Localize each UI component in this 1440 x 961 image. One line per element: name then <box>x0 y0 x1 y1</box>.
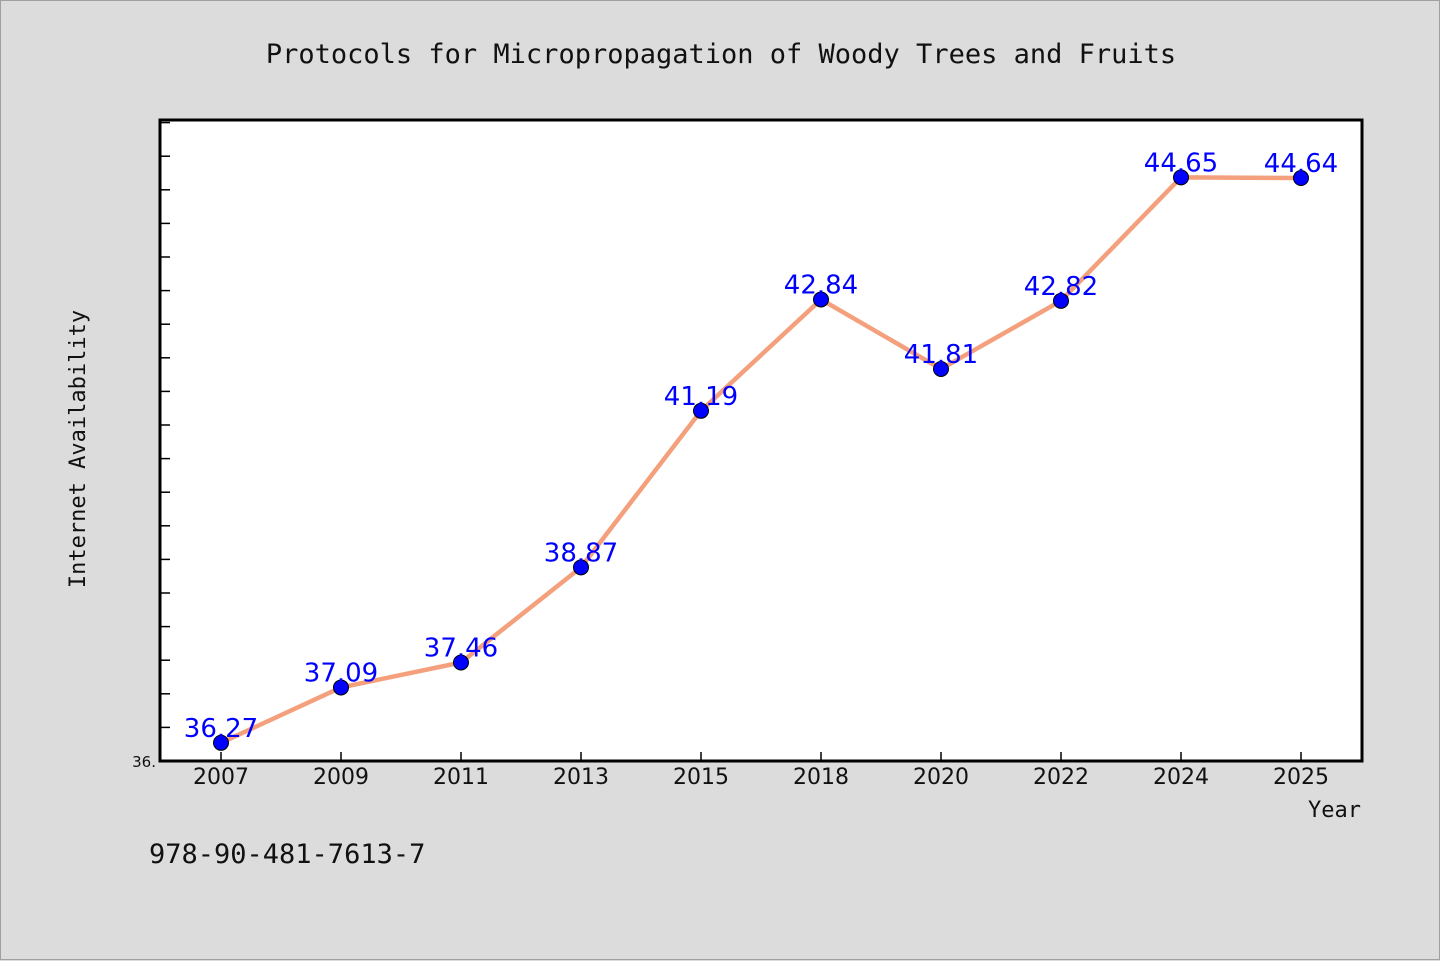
data-label: 44.64 <box>1264 149 1338 179</box>
x-tick-label: 2020 <box>913 765 969 790</box>
data-point <box>933 360 949 377</box>
x-tick-label: 2024 <box>1153 765 1209 790</box>
data-point <box>213 734 229 751</box>
x-tick-label: 2011 <box>433 765 489 790</box>
x-axis-label: Year <box>1308 798 1361 823</box>
data-label: 37.09 <box>304 658 378 688</box>
x-tick-label: 2013 <box>553 765 609 790</box>
data-point <box>333 679 349 696</box>
data-point <box>1293 170 1309 187</box>
series-line <box>218 175 1304 746</box>
data-label: 41.81 <box>904 340 978 370</box>
data-label: 41.19 <box>664 382 738 412</box>
x-axis-ticks: 2007 2009 2011 2013 2015 2018 2020 2022 2024 2025 <box>193 752 1329 790</box>
data-point <box>1173 169 1189 186</box>
data-label: 44.65 <box>1144 148 1218 178</box>
x-tick-label: 2007 <box>193 765 249 790</box>
data-point <box>693 402 709 419</box>
y-tick-label: 36. <box>132 753 156 771</box>
data-label: 37.46 <box>424 633 498 663</box>
chart-title: Protocols for Micropropagation of Woody … <box>266 39 1176 70</box>
data-label: 42.84 <box>784 270 858 300</box>
data-point <box>813 291 829 308</box>
x-tick-label: 2022 <box>1033 765 1089 790</box>
data-point <box>1053 292 1069 309</box>
data-label: 38.87 <box>544 538 618 568</box>
isbn-footer: 978-90-481-7613-7 <box>149 839 425 870</box>
y-axis-label: Internet Availability <box>66 310 91 588</box>
data-point <box>573 559 589 576</box>
data-label: 42.82 <box>1024 272 1098 302</box>
data-point <box>453 654 469 671</box>
plot-area <box>158 118 1364 763</box>
x-tick-label: 2025 <box>1273 765 1329 790</box>
x-tick-label: 2015 <box>673 765 729 790</box>
x-tick-label: 2018 <box>793 765 849 790</box>
series-layer: 36.27 37.09 37.46 38.87 41.19 42.84 41.81 42.82… <box>184 148 1338 751</box>
x-tick-label: 2009 <box>313 765 369 790</box>
y-axis-ticks <box>160 121 170 762</box>
data-label: 36.27 <box>184 714 258 744</box>
